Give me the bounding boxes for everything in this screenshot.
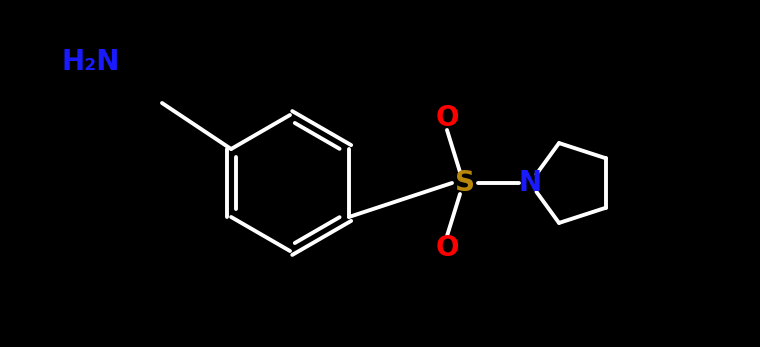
Text: N: N: [518, 169, 542, 197]
Text: O: O: [435, 234, 459, 262]
Text: S: S: [455, 169, 475, 197]
Text: O: O: [435, 104, 459, 132]
Text: H₂N: H₂N: [62, 48, 120, 76]
